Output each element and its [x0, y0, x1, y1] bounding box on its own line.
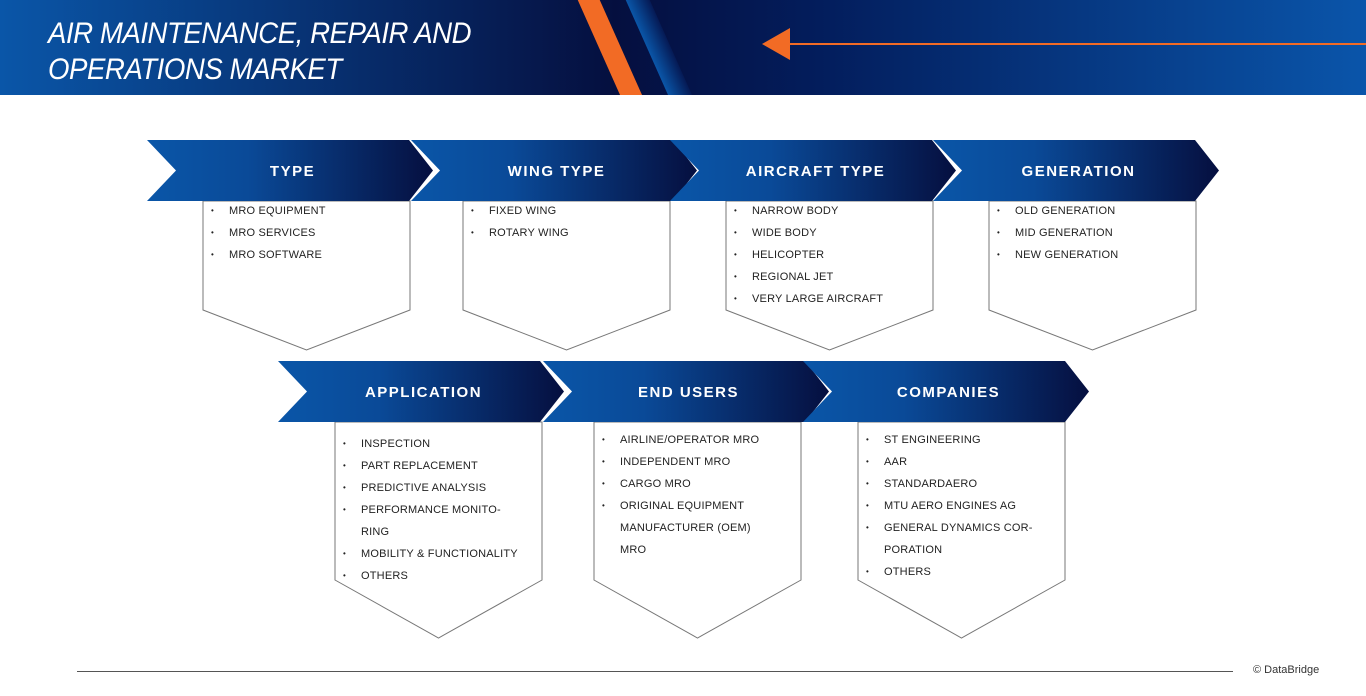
- list-item: NEW GENERATION: [997, 244, 1118, 266]
- segment-list: AIRLINE/OPERATOR MROINDEPENDENT MROCARGO…: [602, 429, 759, 561]
- segment-list: FIXED WINGROTARY WING: [471, 200, 569, 244]
- list-item: MID GENERATION: [997, 222, 1118, 244]
- list-item: REGIONAL JET: [734, 266, 883, 288]
- segment-label: AIRCRAFT TYPE: [745, 163, 886, 180]
- segment-label: APPLICATION: [364, 384, 483, 401]
- segment-chevron: [411, 140, 697, 201]
- page-title: AIR MAINTENANCE, REPAIR AND OPERATIONS M…: [48, 17, 472, 86]
- list-item: ROTARY WING: [471, 222, 569, 244]
- segment-label: TYPE: [269, 163, 316, 180]
- segment-chevron: [670, 140, 956, 201]
- list-item: OLD GENERATION: [997, 200, 1118, 222]
- segment-list: OLD GENERATIONMID GENERATIONNEW GENERATI…: [997, 200, 1118, 266]
- header-banner: AIR MAINTENANCE, REPAIR AND OPERATIONS M…: [0, 0, 1366, 95]
- list-item: AIRLINE/OPERATOR MRO: [602, 429, 759, 451]
- list-item: VERY LARGE AIRCRAFT: [734, 288, 883, 310]
- copyright: © DataBridge: [1253, 664, 1320, 676]
- list-item: PREDICTIVE ANALYSIS: [343, 477, 518, 499]
- segment-chevron: [543, 361, 829, 422]
- list-item: AAR: [866, 451, 1033, 473]
- list-item: MRO SERVICES: [211, 222, 326, 244]
- segment-chevron: [147, 140, 433, 201]
- list-item: MRO SOFTWARE: [211, 244, 326, 266]
- segment-label: END USERS: [637, 384, 740, 401]
- list-item: ST ENGINEERING: [866, 429, 1033, 451]
- segment-list: NARROW BODYWIDE BODYHELICOPTERREGIONAL J…: [734, 200, 883, 310]
- list-item: INSPECTION: [343, 433, 518, 455]
- divider: [790, 43, 1366, 45]
- list-item: GENERAL DYNAMICS COR-: [866, 517, 1033, 539]
- list-item: MOBILITY & FUNCTIONALITY: [343, 543, 518, 565]
- list-item: OTHERS: [866, 561, 1033, 583]
- segment-label: COMPANIES: [896, 384, 1001, 401]
- list-item: OTHERS: [343, 565, 518, 587]
- segment-chevron: [278, 361, 564, 422]
- segment-chevron: [933, 140, 1219, 201]
- list-item: FIXED WING: [471, 200, 569, 222]
- list-item: ORIGINAL EQUIPMENT: [602, 495, 759, 517]
- list-item: NARROW BODY: [734, 200, 883, 222]
- segment-list: ST ENGINEERINGAARSTANDARDAERO MTU AERO E…: [866, 429, 1033, 583]
- footer-divider: [77, 671, 1233, 672]
- list-item: PART REPLACEMENT: [343, 455, 518, 477]
- segment-label: WING TYPE: [507, 163, 606, 180]
- list-item: RING: [361, 526, 390, 538]
- list-item: PORATION: [884, 544, 943, 556]
- list-item: MTU AERO ENGINES AG: [866, 495, 1033, 517]
- segment-chevron: [803, 361, 1089, 422]
- list-item: PERFORMANCE MONITO-: [343, 499, 518, 521]
- list-item: HELICOPTER: [734, 244, 883, 266]
- list-item: INDEPENDENT MRO: [602, 451, 759, 473]
- segment-list: INSPECTIONPART REPLACEMENTPREDICTIVE ANA…: [343, 433, 518, 587]
- list-item: MRO EQUIPMENT: [211, 200, 326, 222]
- list-item: MRO: [620, 544, 647, 556]
- list-item: WIDE BODY: [734, 222, 883, 244]
- arrow-left-icon: [762, 28, 790, 60]
- list-item: STANDARDAERO: [866, 473, 1033, 495]
- list-item: MANUFACTURER (OEM): [620, 522, 751, 534]
- segment-list: MRO EQUIPMENTMRO SERVICESMRO SOFTWARE: [211, 200, 326, 266]
- segment-label: GENERATION: [1021, 163, 1136, 180]
- list-item: CARGO MRO: [602, 473, 759, 495]
